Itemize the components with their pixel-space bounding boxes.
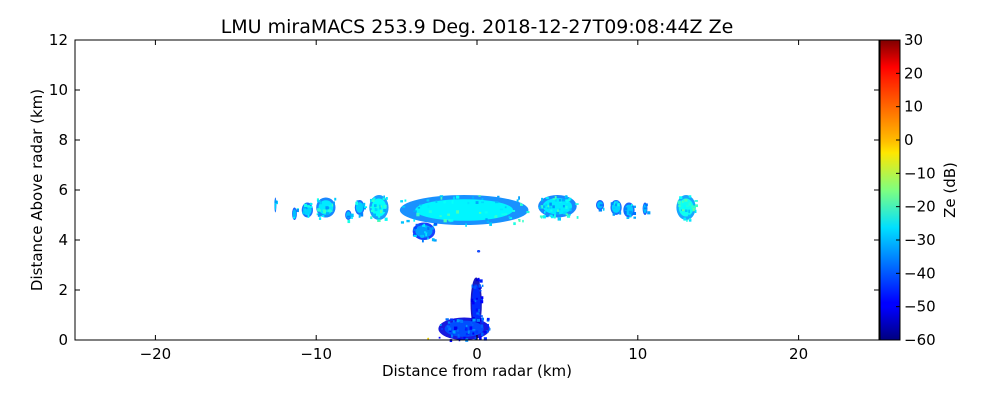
y-tick-label: 2 (58, 281, 68, 299)
x-axis-label: Distance from radar (km) (382, 362, 572, 380)
echo-region (345, 210, 354, 224)
echo-region (316, 197, 337, 220)
y-tick-label: 4 (58, 231, 68, 249)
echo-region (301, 202, 313, 218)
echo-region (642, 202, 651, 215)
echo-region (477, 250, 481, 253)
colorbar (879, 39, 901, 341)
echo-region (354, 200, 368, 218)
x-tick-label: −10 (300, 345, 332, 363)
echo-region (623, 202, 637, 219)
colorbar-tick-label: −10 (904, 164, 936, 182)
x-axis: −20 −10 0 10 20 (140, 40, 808, 363)
chart-title: LMU miraMACS 253.9 Deg. 2018-12-27T09:08… (221, 16, 734, 38)
echo-region (292, 207, 299, 220)
echo-region (399, 195, 530, 227)
echo-region (676, 195, 698, 222)
x-tick-label: 0 (472, 345, 482, 363)
echo-region (610, 200, 622, 216)
colorbar-tick-label: −20 (904, 198, 936, 216)
colorbar-label: Ze (dB) (941, 162, 959, 218)
x-tick-label: −20 (140, 345, 172, 363)
y-tick-label: 6 (58, 181, 68, 199)
colorbar-tick-label: −60 (904, 331, 936, 349)
colorbar-tick-label: 0 (904, 131, 914, 149)
echo-region (412, 222, 438, 243)
colorbar-tick-label: 20 (904, 64, 923, 82)
colorbar-tick-label: −30 (904, 231, 936, 249)
colorbar-tick-label: 30 (904, 31, 923, 49)
echo-region (538, 195, 579, 221)
y-tick-label: 8 (58, 131, 68, 149)
echo-region (369, 195, 389, 222)
y-axis-label: Distance Above radar (km) (28, 89, 46, 291)
colorbar-tick-label: −40 (904, 264, 936, 282)
echo-region (595, 200, 605, 212)
colorbar-tick-label: −50 (904, 298, 936, 316)
y-axis: 0 2 4 6 8 10 12 (49, 31, 879, 349)
y-tick-label: 0 (58, 331, 68, 349)
x-tick-label: 10 (628, 345, 647, 363)
echo-region (438, 317, 491, 343)
echo-region (274, 197, 278, 213)
colorbar-tick-label: 10 (904, 98, 923, 116)
y-tick-label: 10 (49, 81, 68, 99)
echo-layer (274, 195, 698, 343)
colorbar-ticks: −60 −50 −40 −30 −20 −10 0 10 20 30 (896, 31, 936, 349)
y-tick-label: 12 (49, 31, 68, 49)
echo-region (427, 337, 430, 340)
x-tick-label: 20 (789, 345, 808, 363)
